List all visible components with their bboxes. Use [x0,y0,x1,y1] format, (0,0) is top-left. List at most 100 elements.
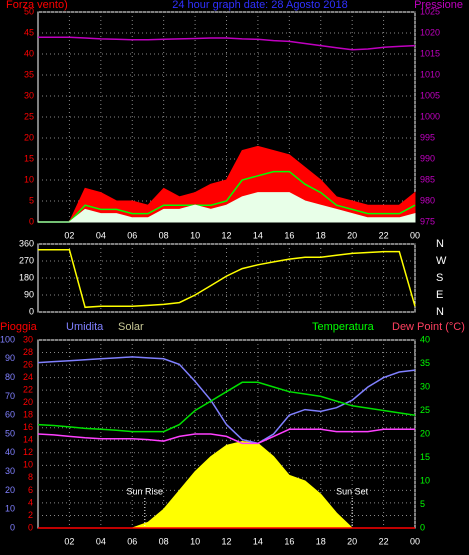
area [38,145,416,223]
x-tick-label: 06 [127,536,137,546]
y-tick-label: E [436,289,443,301]
y-tick-label: 30 [24,90,34,100]
x-tick-label: 08 [159,230,169,240]
x-tick-label: 18 [316,536,326,546]
y-tick-label: 975 [420,216,435,226]
y-tick-label: 2 [28,510,33,520]
y-tick-label: 6 [28,485,33,495]
x-tick-label: 14 [253,230,263,240]
y-tick-label: 12 [23,447,33,457]
y-tick-label: 80 [5,372,15,382]
line [38,248,416,309]
y-tick-label: 980 [420,195,435,205]
y-tick-label: 995 [420,132,435,142]
x-tick-label: 22 [379,536,389,546]
axis-header: Pioggia [0,321,38,333]
y-tick-label: 40 [420,334,430,344]
y-tick-label: 25 [420,405,430,415]
x-tick-label: 12 [221,230,231,240]
y-tick-label: 10 [5,504,15,514]
y-tick-label: 4 [28,497,33,507]
y-tick-label: 20 [24,132,34,142]
line [38,170,416,223]
line [37,428,415,445]
y-tick-label: 985 [420,174,435,184]
x-tick-label: 02 [64,536,74,546]
y-tick-label: 26 [23,359,33,369]
x-tick-label: 00 [410,230,420,240]
y-tick-label: S [436,272,443,284]
x-tick-label: 04 [96,536,106,546]
y-tick-label: 1010 [420,69,440,79]
y-tick-label: 1025 [420,6,440,16]
y-tick-label: 180 [19,272,34,282]
y-tick-label: 90 [24,289,34,299]
y-tick-label: 100 [0,334,15,344]
y-tick-label: 0 [29,306,34,316]
area [38,192,416,223]
axis-header: Umidita [66,321,104,333]
y-tick-label: 0 [28,522,33,532]
x-tick-label: 08 [159,536,169,546]
y-tick-label: 1005 [420,90,440,100]
x-tick-label: 20 [347,536,357,546]
y-tick-label: N [436,238,444,250]
y-tick-label: 1000 [420,111,440,121]
y-tick-label: N [436,306,444,318]
x-tick-label: 12 [221,536,231,546]
y-axis-title: Forza vento) [6,0,68,11]
x-tick-label: 10 [190,230,200,240]
x-tick-label: 18 [316,230,326,240]
y-tick-label: 60 [5,410,15,420]
y-tick-label: 270 [19,255,34,265]
y-tick-label: 5 [29,195,34,205]
y-tick-label: 40 [24,48,34,58]
x-tick-label: 06 [127,230,137,240]
axis-header: Dew Point (°C) [392,321,465,333]
y-tick-label: 15 [24,153,34,163]
y-tick-label: 0 [420,522,425,532]
y-tick-label: 1015 [420,48,440,58]
y-tick-label: 10 [420,475,430,485]
x-tick-label: 22 [379,230,389,240]
axis-header: Temperatura [312,321,375,333]
y-tick-label: 20 [23,397,33,407]
y-tick-label: 8 [28,472,33,482]
x-tick-label: 02 [64,230,74,240]
y-tick-label: 18 [23,410,33,420]
x-tick-label: 04 [96,230,106,240]
y-tick-label: 45 [24,27,34,37]
x-tick-label: 10 [190,536,200,546]
y-tick-label: 0 [29,216,34,226]
x-tick-label: 16 [284,230,294,240]
y-tick-label: 50 [24,6,34,16]
y-tick-label: 90 [5,353,15,363]
x-tick-label: 00 [410,536,420,546]
y-tick-label: 990 [420,153,435,163]
chart-title: 24 hour graph date: 28 Agosto 2018 [172,0,348,11]
y-tick-label: 360 [19,238,34,248]
y-tick-label: 22 [23,385,33,395]
line [37,381,416,433]
y-tick-label: 28 [23,347,33,357]
y-tick-label: 14 [23,435,33,445]
x-tick-label: 20 [347,230,357,240]
y-tick-label: 20 [5,485,15,495]
annotation: Sun Rise [127,486,164,496]
y-tick-label: 25 [24,111,34,121]
x-tick-label: 16 [284,536,294,546]
y-tick-label: 50 [5,428,15,438]
y-tick-label: 15 [420,452,430,462]
y-tick-label: 30 [420,381,430,391]
x-tick-label: 14 [253,536,263,546]
line [37,356,416,445]
y-tick-label: 35 [420,358,430,368]
y-tick-label: 1020 [420,27,440,37]
y-tick-label: 24 [23,372,33,382]
annotation: Sun Set [336,486,369,496]
y-tick-label: 40 [5,447,15,457]
y-tick-label: 5 [420,499,425,509]
y2-axis-title: Pressione [414,0,463,11]
